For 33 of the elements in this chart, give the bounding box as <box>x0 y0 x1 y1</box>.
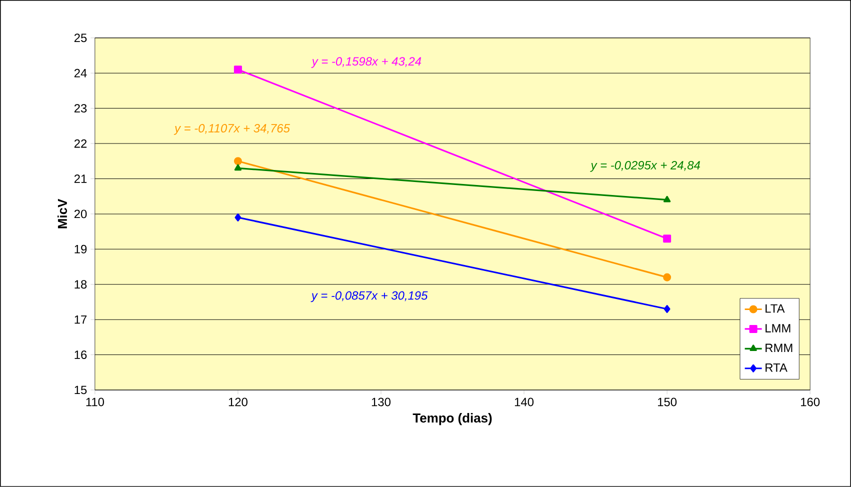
point <box>663 273 672 282</box>
x-tick-label: 140 <box>514 398 534 406</box>
legend-label: RTA <box>766 364 788 372</box>
legend-label: LMM <box>766 324 790 332</box>
point <box>234 214 242 222</box>
y-tick-label: 24 <box>74 68 87 78</box>
x-axis-title: Tempo (dias) <box>412 413 492 426</box>
annotation: y = -0,1598x + 43,24 <box>311 57 422 68</box>
annotation: y = -0,0857x + 30,195 <box>310 291 428 302</box>
y-tick-label: 25 <box>74 34 87 42</box>
point <box>234 66 242 74</box>
point <box>664 305 670 314</box>
y-tick-label: 19 <box>74 244 87 254</box>
y-tick-label: 22 <box>74 139 87 148</box>
y-tick-label: 18 <box>74 280 87 289</box>
annotation: y = -0,0295x + 24,84 <box>590 161 700 172</box>
y-tick-label: 23 <box>74 104 87 113</box>
x-tick-label: 150 <box>658 398 677 406</box>
y-tick-label: 21 <box>74 174 87 183</box>
legend-label: LTA <box>766 304 785 313</box>
x-tick-label: 110 <box>86 398 104 406</box>
y-tick-label: 17 <box>74 316 87 324</box>
x-tick-label: 130 <box>372 398 391 406</box>
legend-label: RMM <box>766 344 792 352</box>
y-tick-label: 16 <box>74 350 87 360</box>
annotation: y = -0,1107x + 34,765 <box>174 124 290 135</box>
y-tick-label: 20 <box>74 210 87 218</box>
point <box>663 234 672 243</box>
point <box>234 157 242 166</box>
x-tick-label: 160 <box>801 398 820 406</box>
y-tick-label: 15 <box>74 386 87 394</box>
y-axis-title: MicV <box>57 198 68 228</box>
x-tick-label: 120 <box>228 398 248 406</box>
